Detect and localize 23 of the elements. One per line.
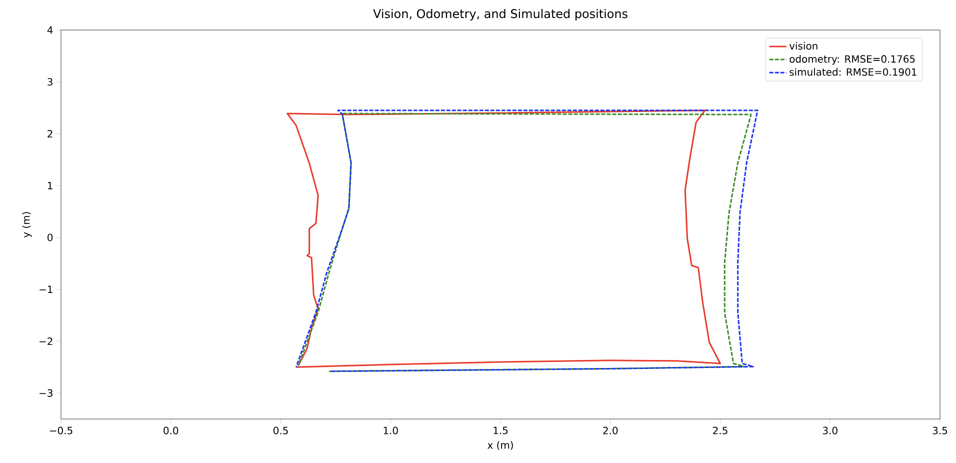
chart-title: Vision, Odometry, and Simulated positions — [373, 8, 628, 21]
y-axis-title: y (m) — [22, 212, 32, 238]
x-tick-label: 0.5 — [273, 426, 288, 434]
x-axis-title: x (m) — [488, 441, 513, 450]
x-tick-label: 3.0 — [822, 426, 838, 434]
y-tick-label: 3 — [48, 78, 52, 86]
x-tick-label: 2.5 — [713, 426, 728, 434]
y-tick-label: 4 — [47, 26, 53, 34]
x-tick-label: 1.0 — [384, 426, 398, 434]
y-tick-label: −1 — [40, 286, 52, 293]
x-tick-label: 1.5 — [494, 426, 508, 434]
legend-label: simulated: RMSE=0.1901 — [790, 68, 916, 76]
x-tick-label: 2.0 — [603, 426, 618, 434]
x-tick-label: 0.0 — [164, 426, 178, 434]
y-tick-label: 2 — [48, 130, 52, 138]
y-tick-label: −2 — [40, 337, 52, 345]
x-tick-label: 3.5 — [932, 426, 948, 434]
y-tick-label: −3 — [40, 389, 52, 397]
legend-label: vision — [789, 42, 818, 50]
x-tick-label: −0.5 — [50, 426, 72, 434]
legend-label: odometry: RMSE=0.1765 — [790, 55, 915, 65]
y-tick-label: 0 — [48, 234, 53, 242]
y-tick-label: 1 — [48, 182, 52, 190]
